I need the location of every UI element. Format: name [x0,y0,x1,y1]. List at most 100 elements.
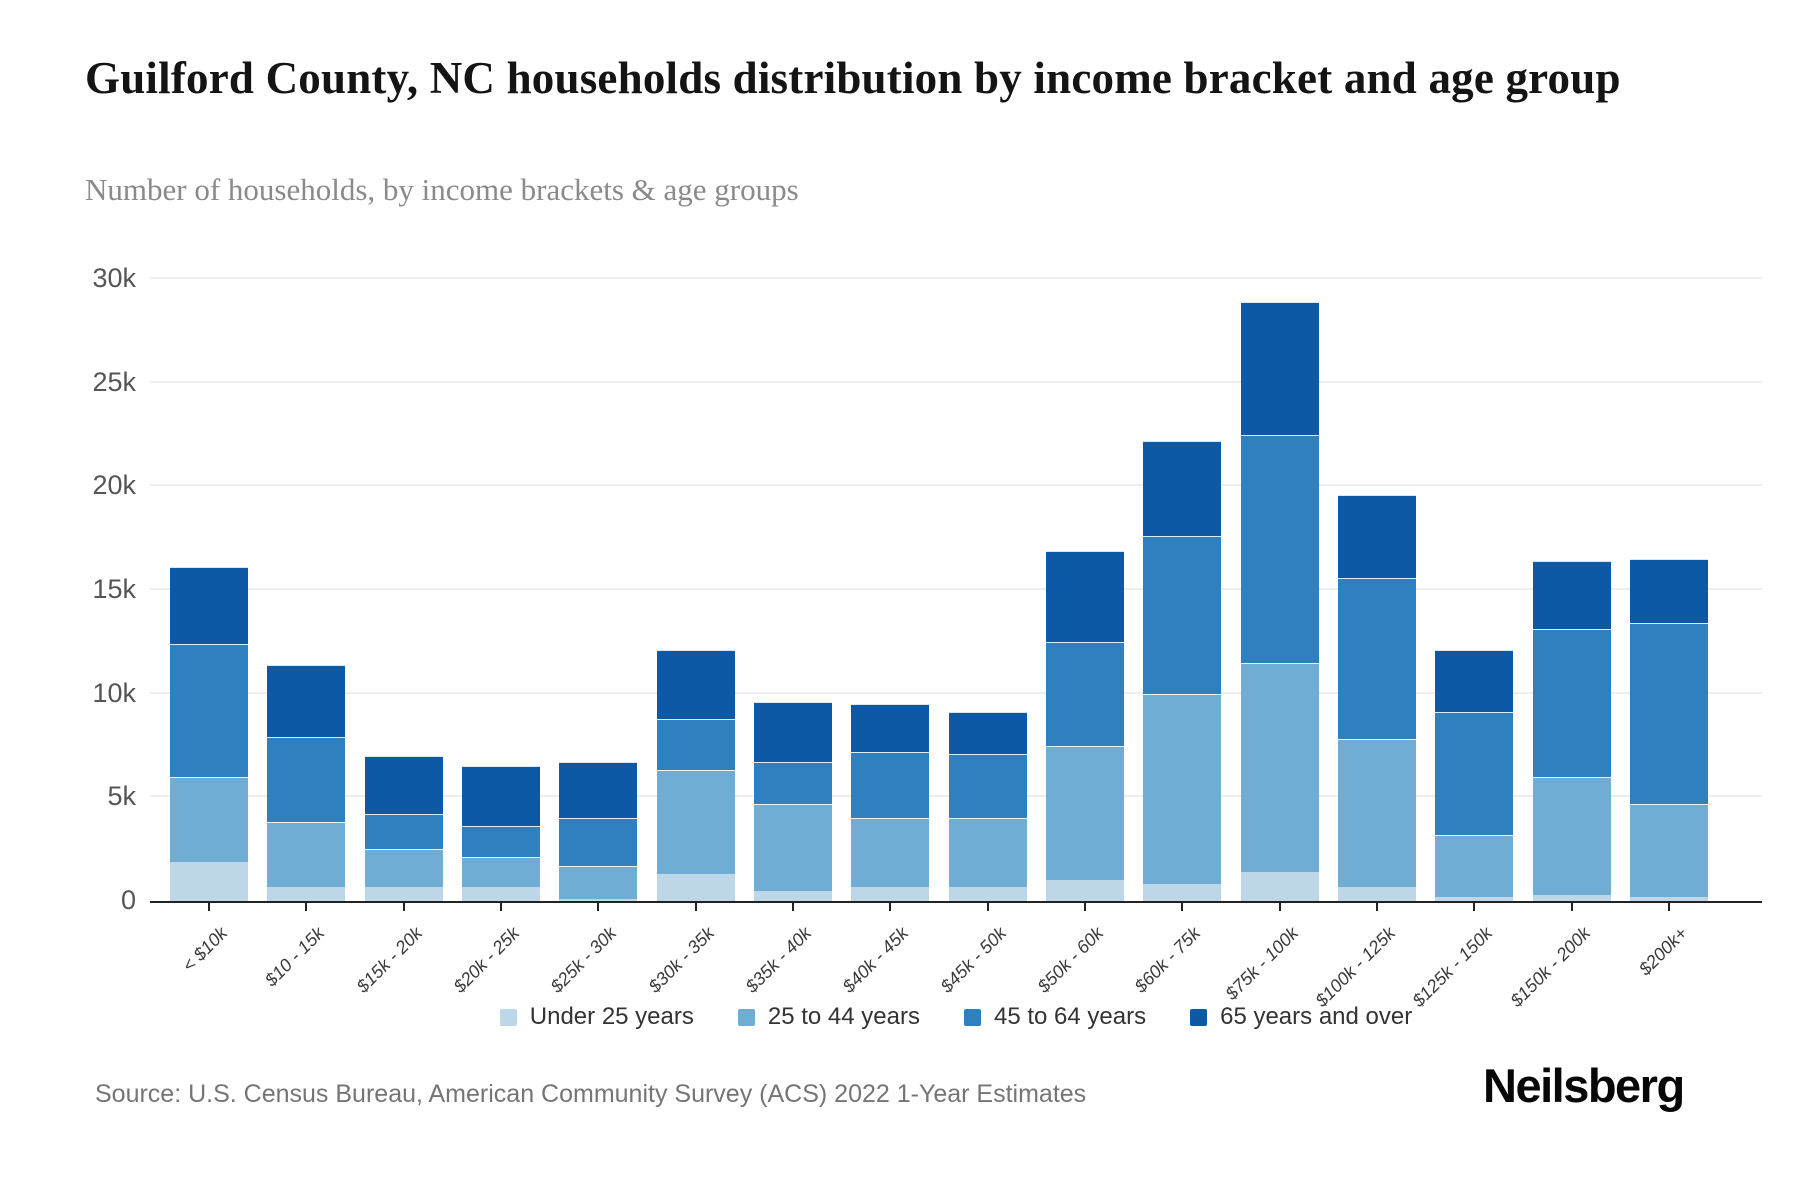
x-axis-label-< $10k: < $10k [178,923,232,976]
plot-area: 30k 25k 20k 15k 10k 5k 0 < $10k $10 - 15k $15k - … [92,265,1762,1011]
bar-segment-$20k - 25k-45 to 64 years[interactable] [461,826,540,858]
bar-segment-$125k - 150k-25 to 44 years[interactable] [1435,834,1514,897]
bar-segment-$75k - 100k-65 years and over[interactable] [1240,301,1319,435]
bar-segment-$45k - 50k-25 to 44 years[interactable] [948,818,1027,887]
y-tick-label-5k: 5k [107,781,136,812]
bar-segment-$15k - 20k-25 to 44 years[interactable] [364,849,443,887]
bar-segment-$45k - 50k-65 years and over[interactable] [948,712,1027,754]
bar-segment-$50k - 60k-45 to 64 years[interactable] [1045,641,1124,746]
bar-segment-$125k - 150k-Under 25 years[interactable] [1435,896,1514,901]
x-axis-label-$150k - 200k: $150k - 200k [1506,923,1594,1011]
bar-$50k - 60k[interactable] [1045,550,1124,901]
y-tick-label-10k: 10k [92,677,136,708]
bar-segment-$200k+-Under 25 years[interactable] [1629,896,1708,901]
bar-$125k - 150k[interactable] [1435,650,1514,901]
bar-segment-$25k - 30k-45 to 64 years[interactable] [559,818,638,866]
bar-segment-$125k - 150k-65 years and over[interactable] [1435,650,1514,713]
bar-segment-< $10k-65 years and over[interactable] [170,567,248,644]
bar-segment-$75k - 100k-45 to 64 years[interactable] [1240,434,1319,663]
bar-segment-$125k - 150k-45 to 64 years[interactable] [1435,712,1514,835]
bar-segment-$15k - 20k-45 to 64 years[interactable] [364,813,443,850]
bar-segment-< $10k-25 to 44 years[interactable] [170,776,248,862]
bar-segment-$100k - 125k-Under 25 years[interactable] [1337,886,1416,901]
bar-segment-$25k - 30k-Under 25 years[interactable] [559,898,638,901]
bar-segment-< $10k-Under 25 years[interactable] [170,861,248,901]
bar-segment-$30k - 35k-25 to 44 years[interactable] [656,770,735,875]
bar-segment-$200k+-25 to 44 years[interactable] [1629,803,1708,897]
bar-$75k - 100k[interactable] [1240,301,1319,901]
legend-item-Under 25 years[interactable]: Under 25 years [499,1003,694,1031]
bar-segment-$60k - 75k-45 to 64 years[interactable] [1143,536,1222,694]
bar-segment-$75k - 100k-25 to 44 years[interactable] [1240,662,1319,872]
x-tick-$200k+ [1667,903,1670,911]
bar-segment-$60k - 75k-25 to 44 years[interactable] [1143,693,1222,885]
bar-$40k - 45k[interactable] [851,704,930,901]
bar-segment-$100k - 125k-25 to 44 years[interactable] [1337,739,1416,887]
bar-$30k - 35k[interactable] [656,650,735,901]
bar-segment-$50k - 60k-Under 25 years[interactable] [1045,880,1124,901]
bar-segment-$10 - 15k-Under 25 years[interactable] [267,886,346,901]
bar-< $10k[interactable] [170,567,248,901]
bar-$15k - 20k[interactable] [364,755,443,901]
bar-segment-$30k - 35k-45 to 64 years[interactable] [656,718,735,771]
bar-$25k - 30k[interactable] [559,762,638,901]
bar-segment-$30k - 35k-Under 25 years[interactable] [656,874,735,901]
legend-swatch-25 to 44 years [737,1008,755,1026]
bar-$60k - 75k[interactable] [1143,440,1222,901]
bar-segment-$40k - 45k-65 years and over[interactable] [851,704,930,752]
bar-segment-$10 - 15k-45 to 64 years[interactable] [267,737,346,823]
bar-segment-$200k+-65 years and over[interactable] [1629,558,1708,624]
bar-segment-$100k - 125k-65 years and over[interactable] [1337,494,1416,578]
y-tick-label-0: 0 [120,885,136,915]
legend: Under 25 years 25 to 44 years 45 to 64 yea… [150,1003,1762,1031]
chart-subtitle: Number of households, by income brackets… [85,172,799,207]
bar-$100k - 125k[interactable] [1337,494,1416,901]
bar-segment-$10 - 15k-65 years and over[interactable] [267,664,346,738]
x-tick-$30k - 35k [694,903,697,911]
bar-segment-$25k - 30k-25 to 44 years[interactable] [559,865,638,899]
bar-$10 - 15k[interactable] [267,664,346,901]
bar-segment-$150k - 200k-Under 25 years[interactable] [1532,894,1611,901]
bar-segment-$45k - 50k-Under 25 years[interactable] [948,886,1027,901]
x-axis-label-$40k - 45k: $40k - 45k [838,923,913,997]
x-tick-$100k - 125k [1375,903,1378,911]
bar-$45k - 50k[interactable] [948,712,1027,901]
bar-$35k - 40k[interactable] [753,701,832,901]
bar-segment-$35k - 40k-25 to 44 years[interactable] [753,803,832,891]
bar-segment-$150k - 200k-65 years and over[interactable] [1532,561,1611,630]
bar-segment-$40k - 45k-25 to 44 years[interactable] [851,818,930,887]
bar-segment-$60k - 75k-Under 25 years[interactable] [1143,884,1222,901]
bar-$150k - 200k[interactable] [1532,561,1611,901]
bar-segment-$150k - 200k-25 to 44 years[interactable] [1532,776,1611,895]
legend-item-25 to 44 years[interactable]: 25 to 44 years [737,1003,920,1031]
bar-segment-$35k - 40k-Under 25 years[interactable] [753,890,832,901]
bar-segment-$60k - 75k-65 years and over[interactable] [1143,440,1222,537]
bar-segment-$20k - 25k-25 to 44 years[interactable] [461,857,540,887]
bar-segment-$50k - 60k-65 years and over[interactable] [1045,550,1124,642]
x-axis-label-$50k - 60k: $50k - 60k [1033,923,1108,997]
x-axis-label-$20k - 25k: $20k - 25k [449,923,524,997]
bar-segment-$35k - 40k-45 to 64 years[interactable] [753,762,832,804]
bar-segment-$45k - 50k-45 to 64 years[interactable] [948,753,1027,819]
bar-segment-$100k - 125k-45 to 64 years[interactable] [1337,577,1416,740]
bar-segment-$10 - 15k-25 to 44 years[interactable] [267,822,346,887]
legend-item-45 to 64 years[interactable]: 45 to 64 years [963,1003,1146,1031]
bar-segment-$50k - 60k-25 to 44 years[interactable] [1045,745,1124,881]
bar-segment-$15k - 20k-65 years and over[interactable] [364,755,443,814]
bar-segment-$35k - 40k-65 years and over[interactable] [753,701,832,763]
legend-item-65 years and over[interactable]: 65 years and over [1190,1003,1412,1031]
bar-segment-$25k - 30k-65 years and over[interactable] [559,762,638,819]
bar-segment-$40k - 45k-Under 25 years[interactable] [851,886,930,901]
bar-segment-$200k+-45 to 64 years[interactable] [1629,623,1708,804]
bar-segment-$20k - 25k-65 years and over[interactable] [461,766,540,827]
bar-segment-$15k - 20k-Under 25 years[interactable] [364,886,443,901]
bar-segment-$150k - 200k-45 to 64 years[interactable] [1532,629,1611,777]
bar-segment-$40k - 45k-45 to 64 years[interactable] [851,751,930,819]
bar-segment-$75k - 100k-Under 25 years[interactable] [1240,871,1319,901]
bar-segment-< $10k-45 to 64 years[interactable] [170,643,248,777]
bar-$200k+[interactable] [1629,558,1708,901]
bar-$20k - 25k[interactable] [461,766,540,901]
bar-segment-$20k - 25k-Under 25 years[interactable] [461,886,540,901]
bar-segment-$30k - 35k-65 years and over[interactable] [656,650,735,719]
